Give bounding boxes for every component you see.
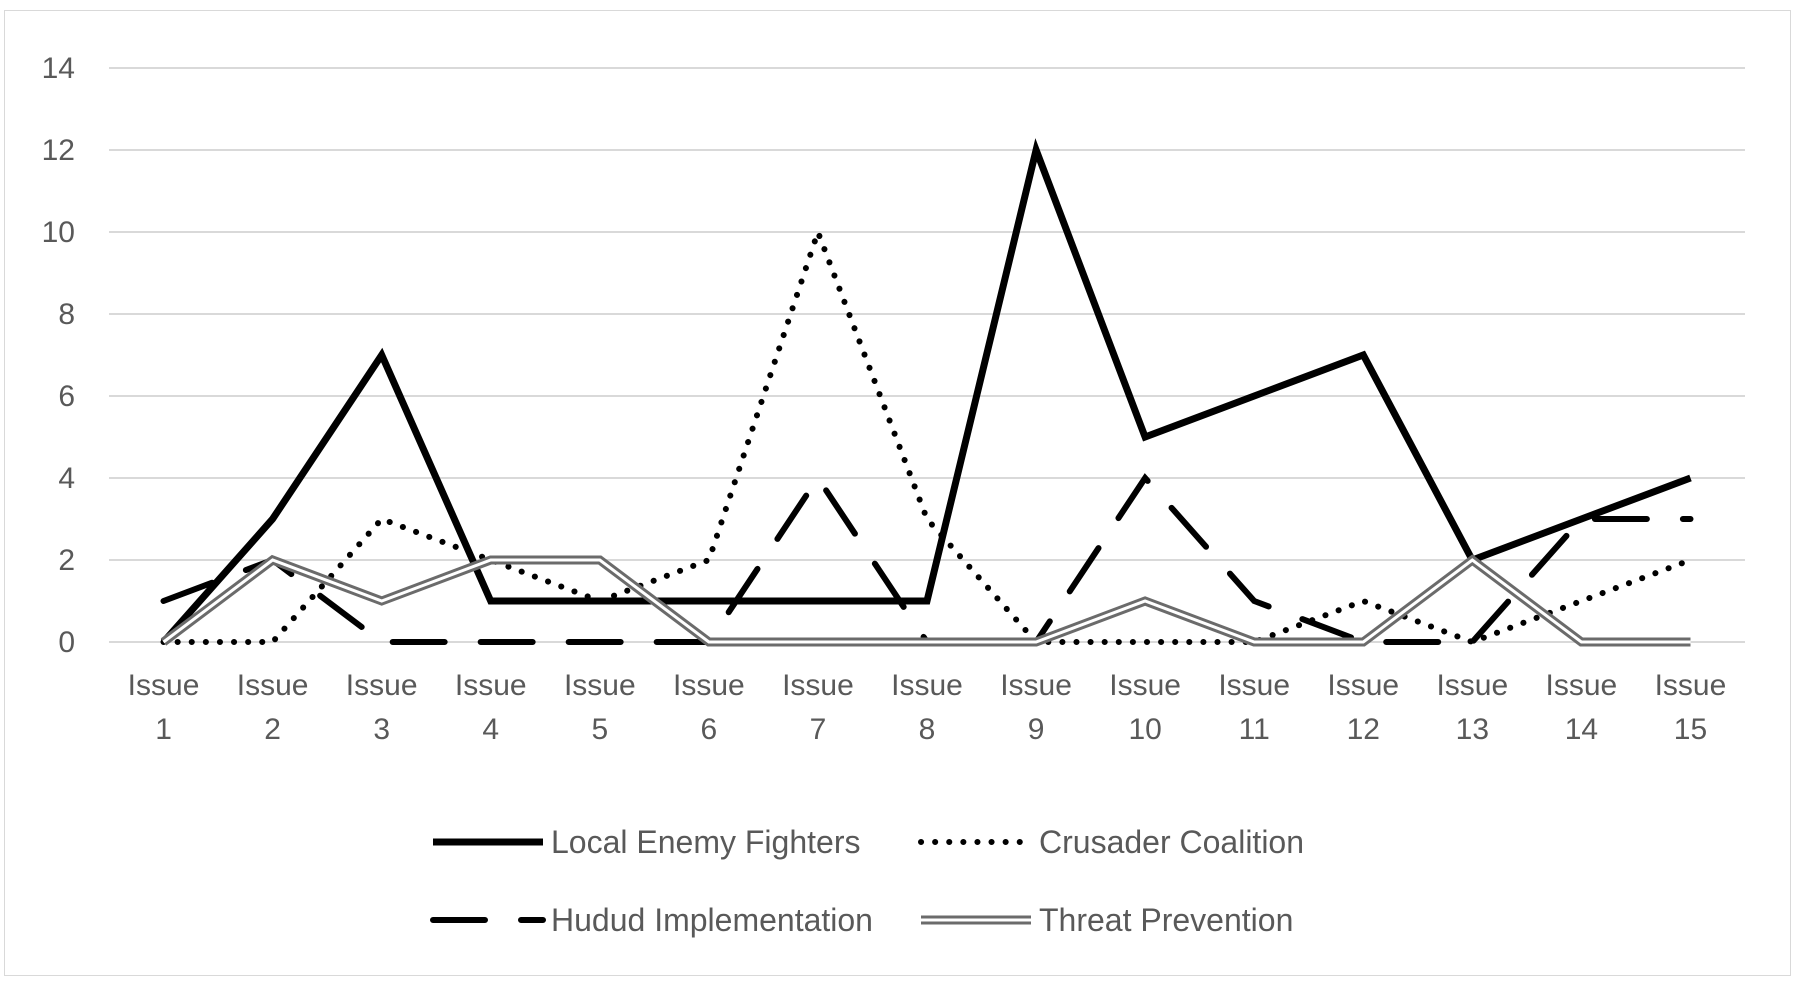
- y-tick-label: 12: [42, 134, 75, 167]
- x-tick-label: Issue 12: [1327, 669, 1399, 746]
- x-tick-label-line1: Issue: [1218, 669, 1290, 702]
- x-tick-label-line2: 14: [1565, 713, 1598, 746]
- y-tick-label: 6: [58, 380, 75, 413]
- x-tick-label: Issue 14: [1546, 669, 1618, 746]
- data-point: [381, 519, 382, 520]
- x-tick-label: Issue 3: [346, 669, 418, 746]
- x-tick-label-line1: Issue: [346, 669, 418, 702]
- series-crusader-coalition: [160, 223, 1694, 646]
- x-tick-label: Issue 6: [673, 669, 745, 746]
- data-point: [927, 519, 928, 520]
- series-line-stroke: [160, 138, 1692, 645]
- legend-item: Crusader Coalition: [918, 824, 1304, 860]
- x-tick-label-line1: Issue: [455, 669, 527, 702]
- x-tick-label: Issue 11: [1218, 669, 1290, 746]
- y-tick-label: 8: [58, 298, 75, 331]
- series-line-inner-stroke: [162, 558, 1691, 644]
- x-tick-label-line1: Issue: [1436, 669, 1508, 702]
- x-tick-label-line1: Issue: [891, 669, 963, 702]
- series-local-enemy-fighters: [160, 138, 1692, 645]
- x-tick-label: Issue 13: [1436, 669, 1508, 746]
- y-tick-label: 10: [42, 216, 75, 249]
- x-tick-label-line1: Issue: [1000, 669, 1072, 702]
- x-tick-label: Issue 8: [891, 669, 963, 746]
- legend-item: Threat Prevention: [921, 902, 1293, 938]
- x-tick-label-line2: 5: [591, 713, 608, 746]
- x-tick-label-line2: 7: [810, 713, 827, 746]
- series-line-stroke: [160, 223, 1694, 646]
- x-tick-label-line1: Issue: [673, 669, 745, 702]
- x-tick-label: Issue 1: [128, 669, 200, 746]
- x-tick-label-line1: Issue: [237, 669, 309, 702]
- x-tick-label: Issue 15: [1655, 669, 1727, 746]
- legend-label: Crusader Coalition: [1039, 824, 1304, 860]
- chart-frame: 0 2 4 6 8 10 12 14 Issue 1 Issue 2 Issue 3 Issue 4 Issu…: [4, 10, 1791, 976]
- x-tick-label-line1: Issue: [1546, 669, 1618, 702]
- legend: Local Enemy Fighters Crusader Coalition Hu…: [430, 824, 1304, 938]
- legend-label: Hudud Implementation: [551, 902, 873, 938]
- x-tick-label-line1: Issue: [1655, 669, 1727, 702]
- series-lines: [160, 138, 1694, 647]
- legend-label: Threat Prevention: [1039, 902, 1293, 938]
- x-tick-label-line1: Issue: [564, 669, 636, 702]
- legend-item: Hudud Implementation: [430, 902, 873, 938]
- y-tick-label: 0: [58, 626, 75, 659]
- x-tick-label: Issue 9: [1000, 669, 1072, 746]
- x-tick-label-line1: Issue: [128, 669, 200, 702]
- y-tick-label: 2: [58, 544, 75, 577]
- x-tick-label-line2: 13: [1456, 713, 1489, 746]
- x-tick-label-line2: 10: [1128, 713, 1161, 746]
- x-tick-label: Issue 10: [1109, 669, 1181, 746]
- x-tick-label-line2: 15: [1674, 713, 1707, 746]
- x-tick-label-line1: Issue: [1109, 669, 1181, 702]
- series-threat-prevention: [160, 554, 1691, 647]
- y-tick-label: 4: [58, 462, 75, 495]
- legend-item: Local Enemy Fighters: [433, 824, 860, 860]
- x-tick-label-line2: 3: [373, 713, 390, 746]
- x-tick-label: Issue 4: [455, 669, 527, 746]
- x-tick-label-line2: 4: [482, 713, 499, 746]
- x-tick-label-line2: 2: [264, 713, 281, 746]
- x-tick-label-line2: 9: [1028, 713, 1045, 746]
- x-tick-label-line2: 12: [1347, 713, 1380, 746]
- legend-label: Local Enemy Fighters: [551, 824, 860, 860]
- y-tick-label: 14: [42, 52, 75, 85]
- x-tick-label-line2: 11: [1239, 713, 1270, 746]
- x-tick-label: Issue 7: [782, 669, 854, 746]
- x-tick-label: Issue 5: [564, 669, 636, 746]
- x-tick-label-line2: 6: [701, 713, 718, 746]
- y-axis-tick-labels: 0 2 4 6 8 10 12 14: [42, 52, 75, 659]
- x-tick-label-line2: 8: [919, 713, 936, 746]
- x-tick-label: Issue 2: [237, 669, 309, 746]
- gridlines: [109, 67, 1745, 643]
- x-tick-label-line1: Issue: [782, 669, 854, 702]
- x-tick-label-line2: 1: [155, 713, 172, 746]
- data-point: [1581, 601, 1582, 602]
- x-tick-label-line1: Issue: [1327, 669, 1399, 702]
